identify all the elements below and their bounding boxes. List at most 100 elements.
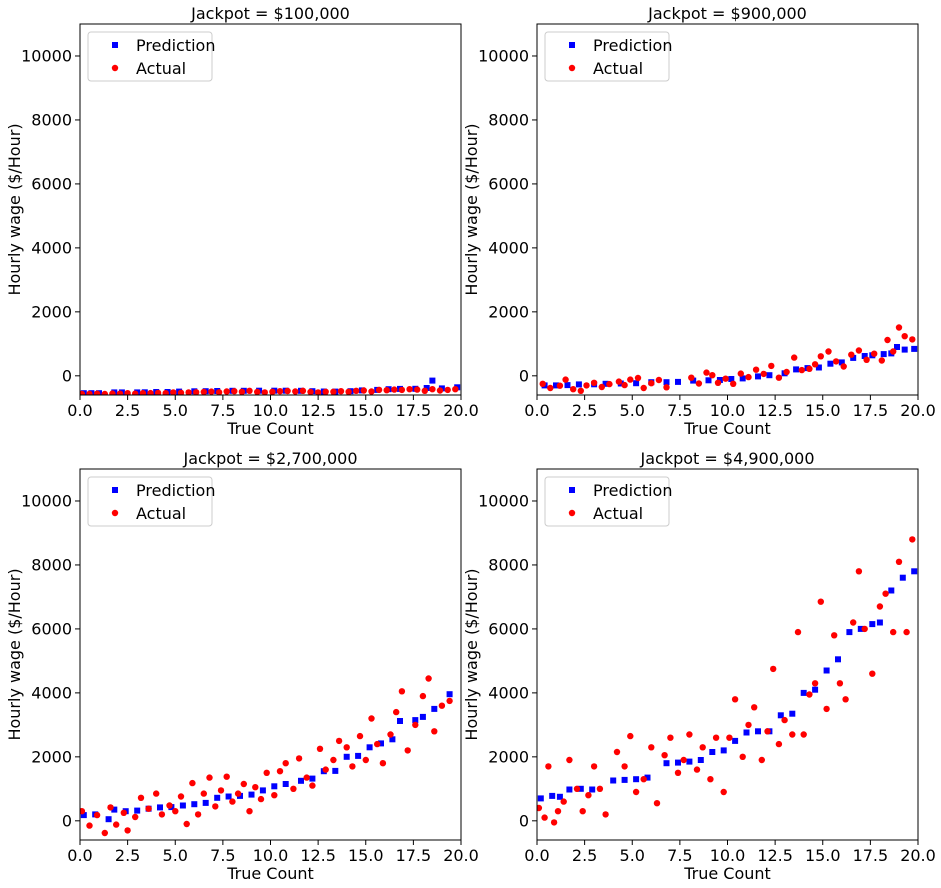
actual-point (770, 665, 777, 673)
actual-point (139, 390, 147, 395)
prediction-point (282, 781, 289, 787)
actual-point (539, 380, 546, 387)
actual-point (387, 731, 394, 738)
actual-point (806, 691, 813, 698)
actual-point (621, 381, 628, 389)
actual-point (307, 388, 314, 395)
actual-point (817, 598, 824, 605)
actual-point (712, 734, 720, 741)
x-tick-label: 2.5 (572, 401, 597, 420)
actual-point (200, 388, 207, 395)
actual-point (722, 375, 729, 382)
prediction-point (690, 377, 697, 384)
y-tick-label: 4000 (31, 238, 72, 257)
actual-point (177, 793, 185, 800)
actual-point (848, 351, 855, 358)
actual-point (153, 790, 160, 797)
actual-point (878, 357, 885, 364)
x-tick-label: 12.5 (757, 401, 793, 420)
actual-point (404, 747, 411, 754)
actual-point (86, 390, 93, 395)
prediction-point (869, 621, 876, 628)
actual-point (537, 804, 543, 812)
prediction-point (309, 775, 316, 782)
y-axis-label: Hourly wage ($/Hour) (462, 123, 481, 295)
prediction-point (564, 382, 571, 389)
actual-point (360, 387, 367, 394)
x-tick-label: 20.0 (900, 846, 936, 865)
actual-point (909, 336, 916, 343)
prediction-point (720, 747, 727, 754)
prediction-point (789, 710, 796, 717)
actual-point (566, 756, 573, 764)
prediction-point (675, 378, 681, 385)
x-tick-label: 7.5 (667, 846, 692, 865)
prediction-point (911, 568, 918, 575)
prediction-point (610, 777, 617, 784)
actual-point (309, 782, 316, 789)
actual-point (791, 354, 798, 361)
actual-point (349, 763, 356, 770)
prediction-point (537, 795, 544, 802)
prediction-point (575, 381, 582, 388)
actual-point (901, 333, 908, 340)
x-tick-label: 0.0 (524, 846, 549, 865)
x-tick-label: 5.0 (620, 401, 645, 420)
prediction-point (857, 625, 864, 632)
actual-point (709, 372, 716, 379)
markers (80, 675, 453, 837)
chart-title: Jackpot = $100,000 (190, 4, 350, 23)
actual-point (158, 811, 166, 818)
actual-point (246, 387, 253, 394)
y-tick-label: 10000 (478, 46, 529, 65)
plot-area (80, 24, 461, 395)
actual-point (758, 756, 765, 764)
actual-point (585, 792, 592, 799)
actual-point (282, 760, 289, 767)
prediction-point (899, 574, 906, 581)
actual-point (252, 784, 259, 791)
x-tick-label: 17.5 (853, 401, 889, 420)
panel-1: 0.0 2.5 5.0 7.5 10.0 12.5 15.0 17.5 20.0 0 2000 400… (5, 4, 479, 438)
actual-point (356, 732, 364, 740)
y-tick-label: 0 (62, 811, 72, 830)
prediction-point (793, 366, 800, 373)
actual-point (783, 368, 790, 376)
prediction-point (835, 656, 841, 663)
actual-point (271, 792, 278, 799)
prediction-point (697, 757, 704, 763)
prediction-point (111, 806, 118, 813)
prediction-point (663, 760, 670, 767)
prediction-point (259, 787, 266, 794)
actual-point (436, 387, 444, 394)
prediction-point (423, 385, 430, 391)
actual-point (322, 388, 329, 395)
prediction-point (861, 353, 868, 359)
actual-point (193, 389, 200, 395)
actual-point (663, 384, 670, 391)
actual-point (303, 774, 310, 781)
actual-point (431, 728, 438, 735)
actual-point (137, 794, 145, 801)
y-tick-label: 4000 (488, 238, 529, 257)
actual-point (648, 380, 655, 387)
actual-point (598, 383, 605, 391)
actual-point (751, 704, 758, 711)
actual-point (86, 822, 93, 829)
actual-point (109, 390, 116, 395)
actual-point (177, 389, 185, 395)
actual-point (212, 803, 219, 810)
actual-point (295, 755, 303, 762)
actual-point (823, 705, 830, 713)
actual-point (444, 386, 451, 394)
actual-point (632, 788, 640, 796)
actual-point (335, 737, 343, 745)
prediction-point (777, 712, 784, 719)
prediction-point (343, 753, 350, 760)
actual-point (398, 386, 406, 394)
prediction-point (728, 376, 735, 382)
legend: Prediction Actual (87, 31, 215, 82)
actual-point (116, 390, 124, 395)
actual-point (170, 389, 177, 395)
actual-point (596, 785, 604, 792)
